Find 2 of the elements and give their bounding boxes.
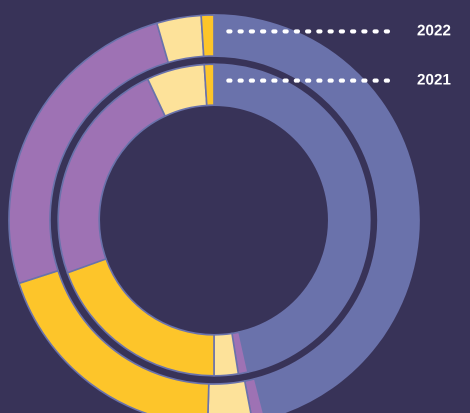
slice-label: 2022 [417,24,450,36]
slice-label: 2021 [417,74,451,85]
